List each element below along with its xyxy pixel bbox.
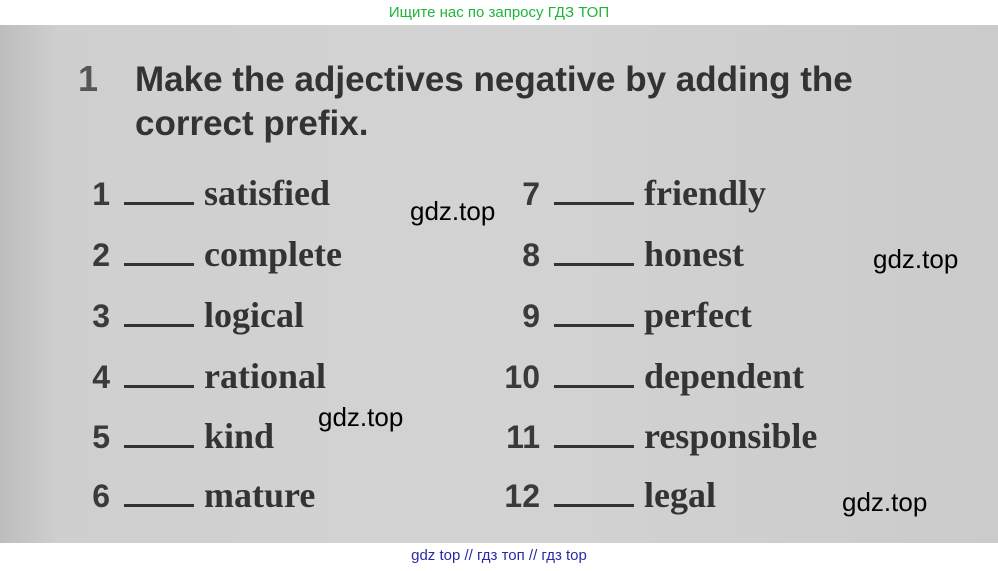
- scanned-page: [0, 25, 998, 543]
- answer-blank[interactable]: [124, 235, 194, 266]
- item-number: 11: [506, 419, 540, 455]
- item-word: dependent: [644, 356, 805, 396]
- answer-blank[interactable]: [124, 357, 194, 388]
- watermark: gdz.top: [842, 487, 928, 517]
- item-number: 4: [92, 359, 110, 395]
- item-word: complete: [204, 234, 342, 274]
- answer-blank[interactable]: [554, 296, 634, 327]
- answer-blank[interactable]: [554, 417, 634, 448]
- item-word: mature: [204, 475, 316, 515]
- top-banner: Ищите нас по запросу ГДЗ ТОП: [388, 4, 610, 21]
- item-word: logical: [204, 295, 304, 335]
- item-number: 7: [522, 176, 540, 212]
- bottom-banner: gdz top // гдз топ // гдз top: [411, 547, 587, 564]
- exercise-item: 10 dependent: [490, 355, 805, 396]
- item-number: 12: [504, 478, 540, 514]
- item-number: 9: [522, 298, 540, 334]
- answer-blank[interactable]: [124, 296, 194, 327]
- answer-blank[interactable]: [554, 357, 634, 388]
- answer-blank[interactable]: [124, 476, 194, 507]
- item-word: friendly: [644, 173, 766, 213]
- item-word: responsible: [644, 416, 818, 456]
- exercise-item: 12 legal: [490, 474, 716, 515]
- item-number: 6: [92, 478, 110, 514]
- answer-blank[interactable]: [554, 174, 634, 205]
- exercise-item: 4 rational: [80, 355, 326, 396]
- item-number: 5: [92, 419, 110, 455]
- item-word: perfect: [644, 295, 752, 335]
- watermark: gdz.top: [873, 244, 959, 274]
- answer-blank[interactable]: [554, 476, 634, 507]
- exercise-item: 9 perfect: [490, 294, 752, 335]
- item-word: honest: [644, 234, 745, 274]
- item-number: 10: [504, 359, 540, 395]
- item-word: satisfied: [204, 173, 330, 213]
- item-number: 8: [522, 237, 540, 273]
- answer-blank[interactable]: [124, 417, 194, 448]
- answer-blank[interactable]: [124, 174, 194, 205]
- item-number: 3: [92, 298, 110, 334]
- answer-blank[interactable]: [554, 235, 634, 266]
- watermark: gdz.top: [318, 402, 404, 432]
- exercise-item: 6 mature: [80, 474, 316, 515]
- exercise-title: Make the adjectives negative by adding t…: [135, 60, 853, 143]
- exercise-item: 1 satisfied: [80, 172, 330, 213]
- exercise-item: 8 honest: [490, 233, 745, 274]
- item-word: rational: [204, 356, 326, 396]
- item-number: 2: [92, 237, 110, 273]
- exercise-number: 1: [78, 58, 99, 99]
- exercise-item: 7 friendly: [490, 172, 766, 213]
- item-word: legal: [644, 475, 716, 515]
- exercise-item: 5 kind: [80, 415, 275, 456]
- watermark: gdz.top: [410, 196, 496, 226]
- exercise-item: 2 complete: [80, 233, 342, 274]
- exercise-item: 11 responsible: [490, 415, 818, 456]
- exercise-item: 3 logical: [80, 294, 304, 335]
- item-number: 1: [92, 176, 110, 212]
- item-word: kind: [204, 416, 275, 456]
